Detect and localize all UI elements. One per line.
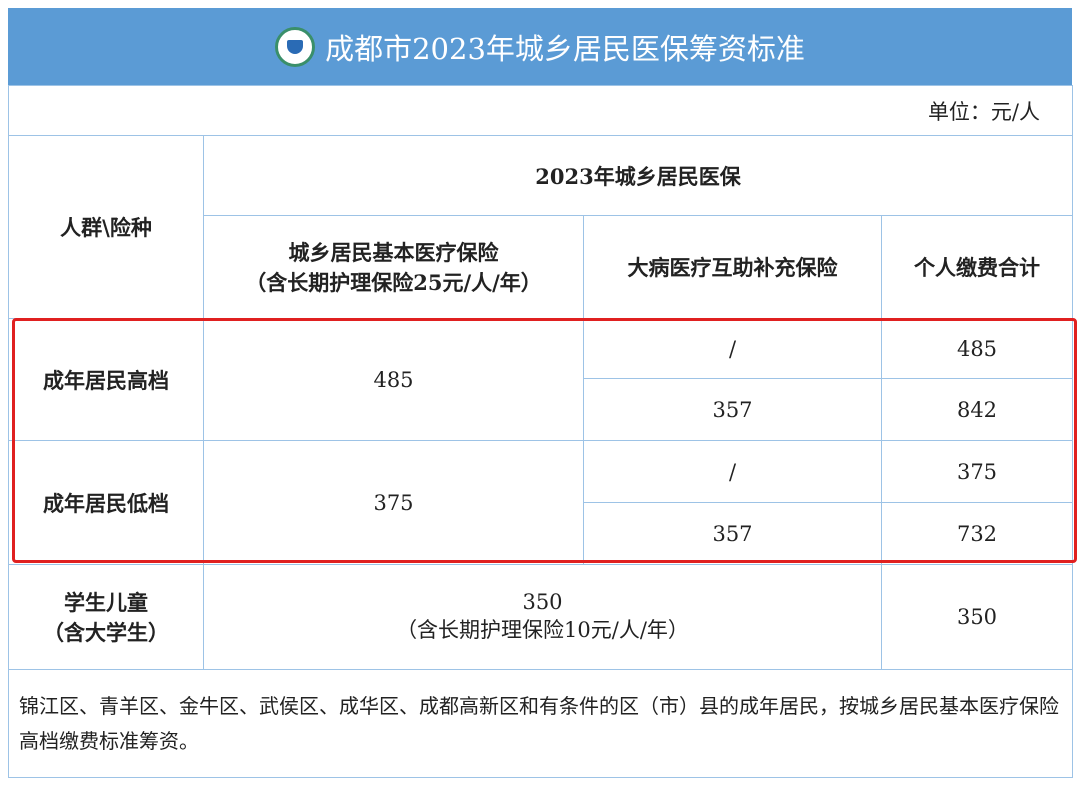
header-basic-line1: 城乡居民基本医疗保险 <box>288 240 499 265</box>
unit-label: 单位：元/人 <box>7 85 1074 136</box>
table-row: 成年居民高档 485 / 485 <box>8 318 1074 441</box>
insurance-table-card: 成都市2023年城乡居民医保筹资标准 单位：元/人 人群\险种 2023年城乡居… <box>7 8 1074 778</box>
student-basic-line1: 350 <box>522 590 563 614</box>
student-basic-cell: 350 （含长期护理保险10元/人/年） <box>203 564 882 670</box>
total-cell: 732 <box>880 502 1074 565</box>
total-cell: 375 <box>880 440 1074 503</box>
group-cell: 成年居民高档 <box>8 318 204 441</box>
header-serious: 大病医疗互助补充保险 <box>583 215 882 319</box>
footnote: 锦江区、青羊区、金牛区、武侯区、成华区、成都高新区和有条件的区（市）县的成年居民… <box>7 669 1074 778</box>
student-basic-line2: （含长期护理保险10元/人/年） <box>396 618 689 642</box>
total-cell: 842 <box>880 378 1074 441</box>
table-row: 成年居民低档 375 / 375 <box>8 440 1074 565</box>
group-cell: 成年居民低档 <box>8 440 204 565</box>
medical-insurance-logo-icon <box>275 26 316 67</box>
student-total-cell: 350 <box>880 564 1074 670</box>
funding-table: 单位：元/人 人群\险种 2023年城乡居民医保 城乡居民基本医疗保险 （含长期护… <box>7 85 1074 778</box>
basic-cell: 485 <box>203 318 584 441</box>
header-basic-line2: （含长期护理保险25元/人/年） <box>245 270 542 295</box>
header-span: 2023年城乡居民医保 <box>202 135 1074 216</box>
student-group-cell: 学生儿童 （含大学生） <box>8 564 204 670</box>
table-row-student: 学生儿童 （含大学生） 350 （含长期护理保险10元/人/年） 350 <box>8 564 1074 670</box>
header-basic: 城乡居民基本医疗保险 （含长期护理保险25元/人/年） <box>203 215 584 319</box>
student-group-line2: （含大学生） <box>43 620 169 645</box>
serious-cell: 357 <box>583 378 882 441</box>
serious-cell: / <box>583 318 882 379</box>
serious-cell: / <box>583 440 882 503</box>
serious-cell: 357 <box>583 502 882 565</box>
basic-cell: 375 <box>203 440 584 565</box>
header-total: 个人缴费合计 <box>880 215 1074 319</box>
student-group-line1: 学生儿童 <box>64 590 148 615</box>
table-row: 357 842 <box>9 378 1074 441</box>
header-group: 人群\险种 <box>8 135 204 319</box>
total-cell: 485 <box>880 318 1074 379</box>
page-title: 成都市2023年城乡居民医保筹资标准 <box>325 31 805 66</box>
title-bar: 成都市2023年城乡居民医保筹资标准 <box>8 8 1072 85</box>
